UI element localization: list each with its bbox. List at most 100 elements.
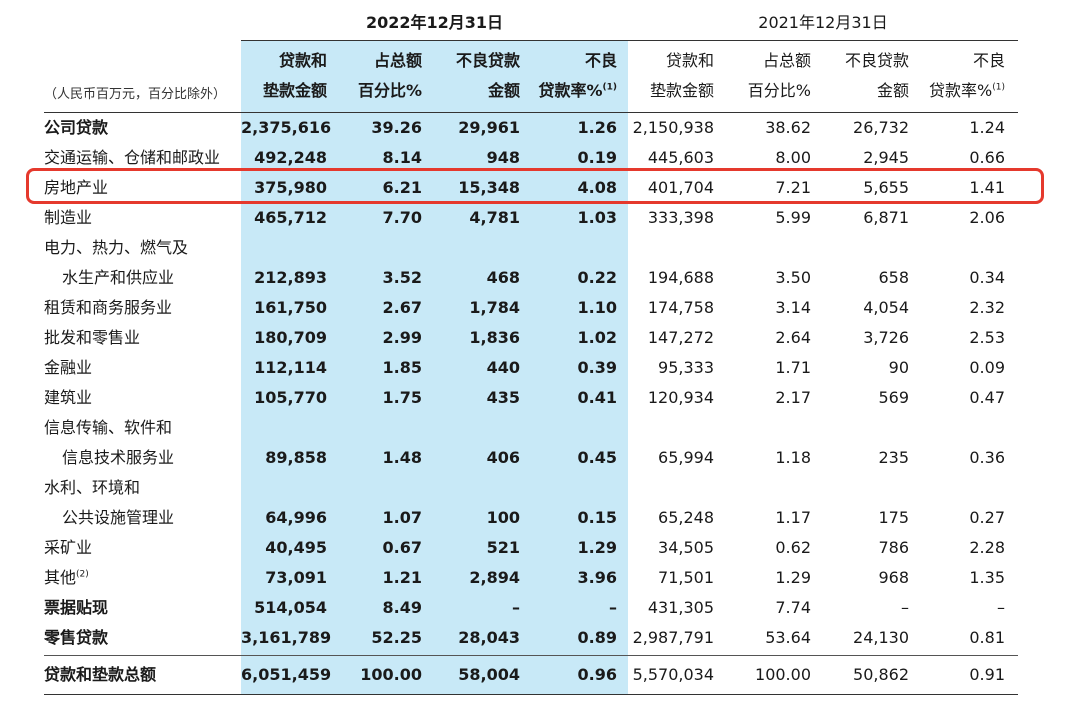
row-label-text: 交通运输、仓储和邮政业	[44, 148, 221, 167]
table-cell	[241, 473, 327, 503]
table-cell	[628, 233, 714, 263]
table-cell: –	[997, 598, 1005, 617]
table-cell: 39.26	[371, 118, 422, 137]
table-cell: 3.52	[382, 268, 422, 287]
table-cell: 0.81	[969, 628, 1005, 647]
column-header-text: 贷款率%	[538, 81, 603, 100]
table-cell: 2.99	[382, 328, 422, 347]
table-row: 租赁和商务服务业 161,750 2.67 1,784 1.10 174,758 3.14 4…	[0, 293, 1080, 323]
table-cell	[523, 413, 617, 443]
table-cell: 28,043	[458, 628, 520, 647]
table-row: 票据贴现 514,054 8.49 – – 431,305 7.74 – –	[0, 593, 1080, 623]
table-cell: 4,781	[469, 208, 520, 227]
table-cell: 105,770	[254, 388, 327, 407]
table-cell: 2.32	[969, 298, 1005, 317]
row-label-text: 电力、热力、燃气及	[44, 238, 189, 257]
table-cell: 6,051,459	[241, 665, 332, 684]
table-cell: 445,603	[647, 148, 714, 167]
table-row: 交通运输、仓储和邮政业 492,248 8.14 948 0.19 445,603 8.00…	[0, 143, 1080, 173]
table-cell: 786	[878, 538, 909, 557]
table-cell: 52.25	[371, 628, 422, 647]
column-header-label: 垫款金额	[628, 76, 714, 106]
column-header-label: 占总额	[330, 46, 422, 76]
column-header-label: 垫款金额	[241, 76, 327, 106]
table-row: 房地产业 375,980 6.21 15,348 4.08 401,704 7.21 5,65…	[0, 173, 1080, 203]
row-label: 信息传输、软件和	[44, 413, 172, 443]
table-cell	[628, 413, 714, 443]
column-header-text: 贷款率%	[929, 81, 993, 100]
table-cell	[717, 473, 811, 503]
column-header-text: 不良	[972, 51, 1005, 70]
table-cell: 1.03	[577, 208, 617, 227]
column-header-text: 金额	[876, 81, 909, 100]
table-row: 零售贷款 3,161,789 52.25 28,043 0.89 2,987,791 53.…	[0, 623, 1080, 653]
row-label: 贷款和垫款总额	[44, 665, 157, 684]
row-label-text: 水利、环境和	[44, 478, 141, 497]
table-cell: 7.21	[775, 178, 811, 197]
table-cell: 89,858	[265, 448, 327, 467]
table-cell: 120,934	[647, 388, 714, 407]
table-cell: 3,161,789	[241, 628, 332, 647]
row-label-text: 采矿业	[44, 538, 93, 557]
table-cell: 6.21	[382, 178, 422, 197]
table-cell: –	[901, 598, 909, 617]
table-cell: 29,961	[458, 118, 520, 137]
table-cell: 100.00	[360, 665, 422, 684]
table-cell: 0.47	[969, 388, 1005, 407]
table-cell: 2,987,791	[632, 628, 714, 647]
row-label-text: 票据贴现	[44, 598, 109, 617]
table-cell: 1.41	[969, 178, 1005, 197]
table-cell: 1.17	[775, 508, 811, 527]
row-label-text: 公共设施管理业	[62, 508, 175, 527]
column-header-label: 不良贷款	[425, 46, 520, 76]
table-cell: 26,732	[853, 118, 909, 137]
table-cell: 161,750	[254, 298, 327, 317]
table-cell	[814, 473, 909, 503]
table-cell: 465,712	[254, 208, 327, 227]
table-cell: 333,398	[647, 208, 714, 227]
table-row: 建筑业 105,770 1.75 435 0.41 120,934 2.17 569 0.47	[0, 383, 1080, 413]
table-cell: 2,945	[863, 148, 909, 167]
row-label-text: 房地产业	[44, 178, 109, 197]
table-cell: 4,054	[863, 298, 909, 317]
table-cell: 180,709	[254, 328, 327, 347]
table-cell: 4.08	[577, 178, 617, 197]
row-label-text: 金融业	[44, 358, 93, 377]
table-cell	[628, 473, 714, 503]
table-cell: 1.29	[577, 538, 617, 557]
table-cell: 2.17	[775, 388, 811, 407]
table-row: 金融业 112,114 1.85 440 0.39 95,333 1.71 90 0.09	[0, 353, 1080, 383]
row-label: 公司贷款	[44, 113, 108, 143]
row-label: 金融业	[44, 353, 92, 383]
column-header-label: 不良	[523, 46, 617, 76]
table-cell	[241, 413, 327, 443]
column-header-text: 不良	[584, 51, 617, 70]
table-cell	[241, 233, 327, 263]
footnote-marker: (1)	[602, 82, 618, 93]
row-label: 采矿业	[44, 533, 92, 563]
table-cell: 569	[878, 388, 909, 407]
column-header-text: 贷款和	[278, 51, 327, 70]
column-header-label: 百分比%	[330, 76, 422, 106]
table-cell	[523, 233, 617, 263]
column-header-text: 金额	[487, 81, 520, 100]
table-cell	[330, 413, 422, 443]
table-cell: –	[609, 598, 617, 617]
period-underline-2021	[628, 40, 1018, 41]
table-cell: 73,091	[265, 568, 327, 587]
table-row: 批发和零售业 180,709 2.99 1,836 1.02 147,272 2.64 3,7…	[0, 323, 1080, 353]
row-label-text: 信息技术服务业	[62, 448, 175, 467]
table-cell: 8.14	[382, 148, 422, 167]
table-cell: 521	[486, 538, 520, 557]
total-rule-bottom	[44, 694, 1018, 695]
table-cell	[425, 413, 520, 443]
table-cell: 8.00	[775, 148, 811, 167]
table-cell: 968	[878, 568, 909, 587]
row-label: 公共设施管理业	[62, 503, 174, 533]
table-cell: 1.48	[382, 448, 422, 467]
row-label-text: 水生产和供应业	[62, 268, 175, 287]
table-cell: 0.66	[969, 148, 1005, 167]
table-cell: 492,248	[254, 148, 327, 167]
table-cell: 65,994	[658, 448, 714, 467]
table-row: 信息技术服务业 89,858 1.48 406 0.45 65,994 1.18 235 0.3…	[0, 443, 1080, 473]
